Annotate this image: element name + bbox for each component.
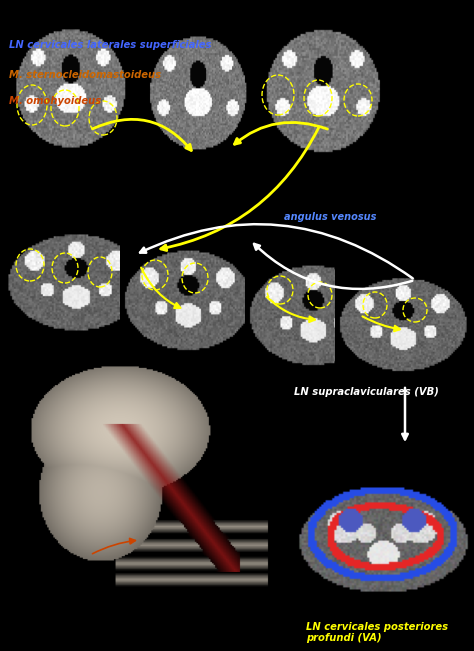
Text: angulus venosus: angulus venosus bbox=[284, 212, 377, 221]
Text: LN supraclaviculares (VB): LN supraclaviculares (VB) bbox=[294, 387, 439, 397]
Text: M. omohyoideus: M. omohyoideus bbox=[9, 96, 102, 106]
Text: LN cervicales posteriores
profundi (VA): LN cervicales posteriores profundi (VA) bbox=[306, 622, 448, 643]
Text: M. sternocleidomastoideus: M. sternocleidomastoideus bbox=[9, 70, 162, 80]
Text: LN cervicales laterales superficiales: LN cervicales laterales superficiales bbox=[9, 40, 212, 50]
